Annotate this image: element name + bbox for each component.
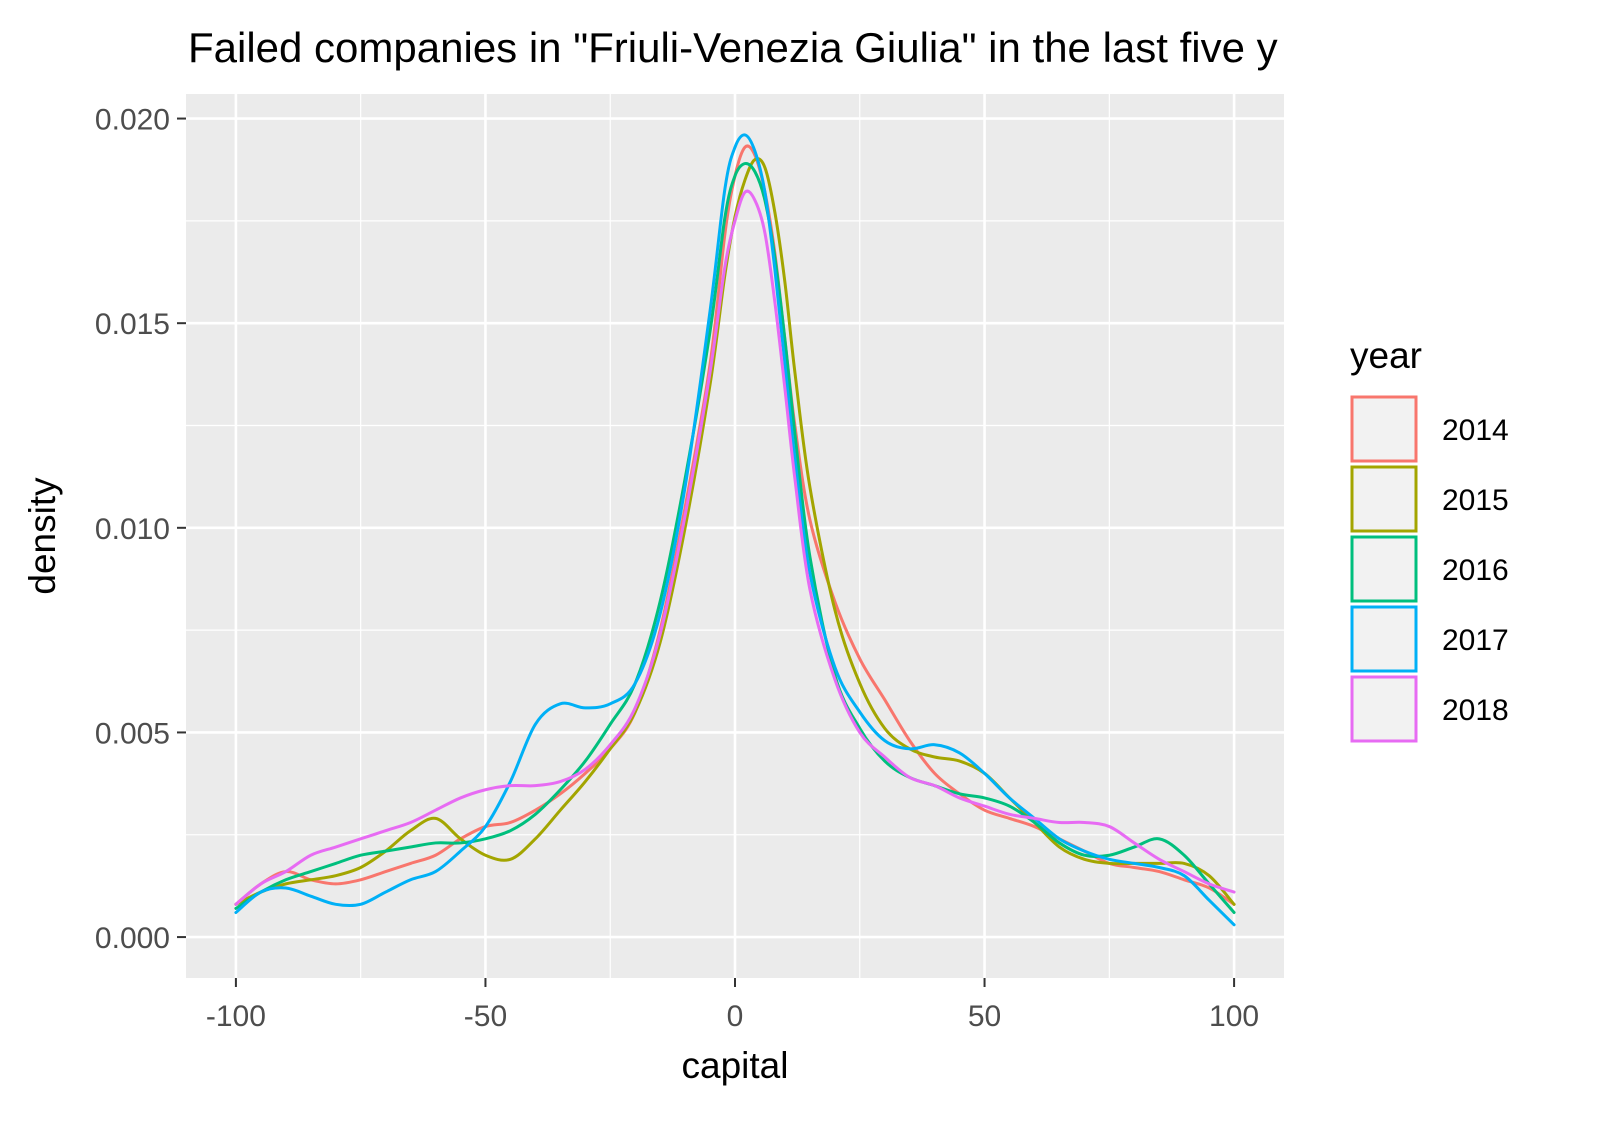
x-axis: -100 -50 0 50 100 <box>206 978 1259 1033</box>
legend-key-2018 <box>1350 675 1418 743</box>
y-axis: 0.000 0.005 0.010 0.015 0.020 <box>95 104 186 955</box>
legend-key-2016 <box>1350 535 1418 603</box>
legend-key-2017 <box>1350 605 1418 673</box>
legend-label-2014: 2014 <box>1442 414 1509 447</box>
legend-title: year <box>1350 335 1422 376</box>
series-line-2018 <box>234 189 1236 906</box>
chart-title: Failed companies in "Friuli-Venezia Giul… <box>188 24 1278 71</box>
x-tick-label: -100 <box>206 1000 266 1033</box>
legend-label-2018: 2018 <box>1442 694 1509 727</box>
legend-key-2015 <box>1350 465 1418 533</box>
series-line-2014 <box>234 144 1236 906</box>
density-lines <box>234 133 1236 927</box>
y-tick-label: 0.015 <box>95 308 170 341</box>
x-tick-label: 50 <box>968 1000 1001 1033</box>
legend-label-2016: 2016 <box>1442 554 1509 587</box>
y-tick-label: 0.020 <box>95 104 170 137</box>
y-tick-label: 0.000 <box>95 922 170 955</box>
legend-key-2014 <box>1350 395 1418 463</box>
x-tick-label: 0 <box>727 1000 744 1033</box>
major-gridlines <box>186 94 1284 978</box>
y-tick-label: 0.010 <box>95 513 170 546</box>
y-axis-title: density <box>22 477 63 595</box>
legend-label-2017: 2017 <box>1442 624 1509 657</box>
x-tick-label: 100 <box>1209 1000 1259 1033</box>
series-line-2016 <box>234 161 1236 915</box>
legend: year 2014 2015 2016 2017 2018 <box>1350 335 1509 743</box>
x-tick-label: -50 <box>464 1000 507 1033</box>
x-axis-title: capital <box>682 1045 789 1086</box>
legend-label-2015: 2015 <box>1442 484 1509 517</box>
y-tick-label: 0.005 <box>95 717 170 750</box>
